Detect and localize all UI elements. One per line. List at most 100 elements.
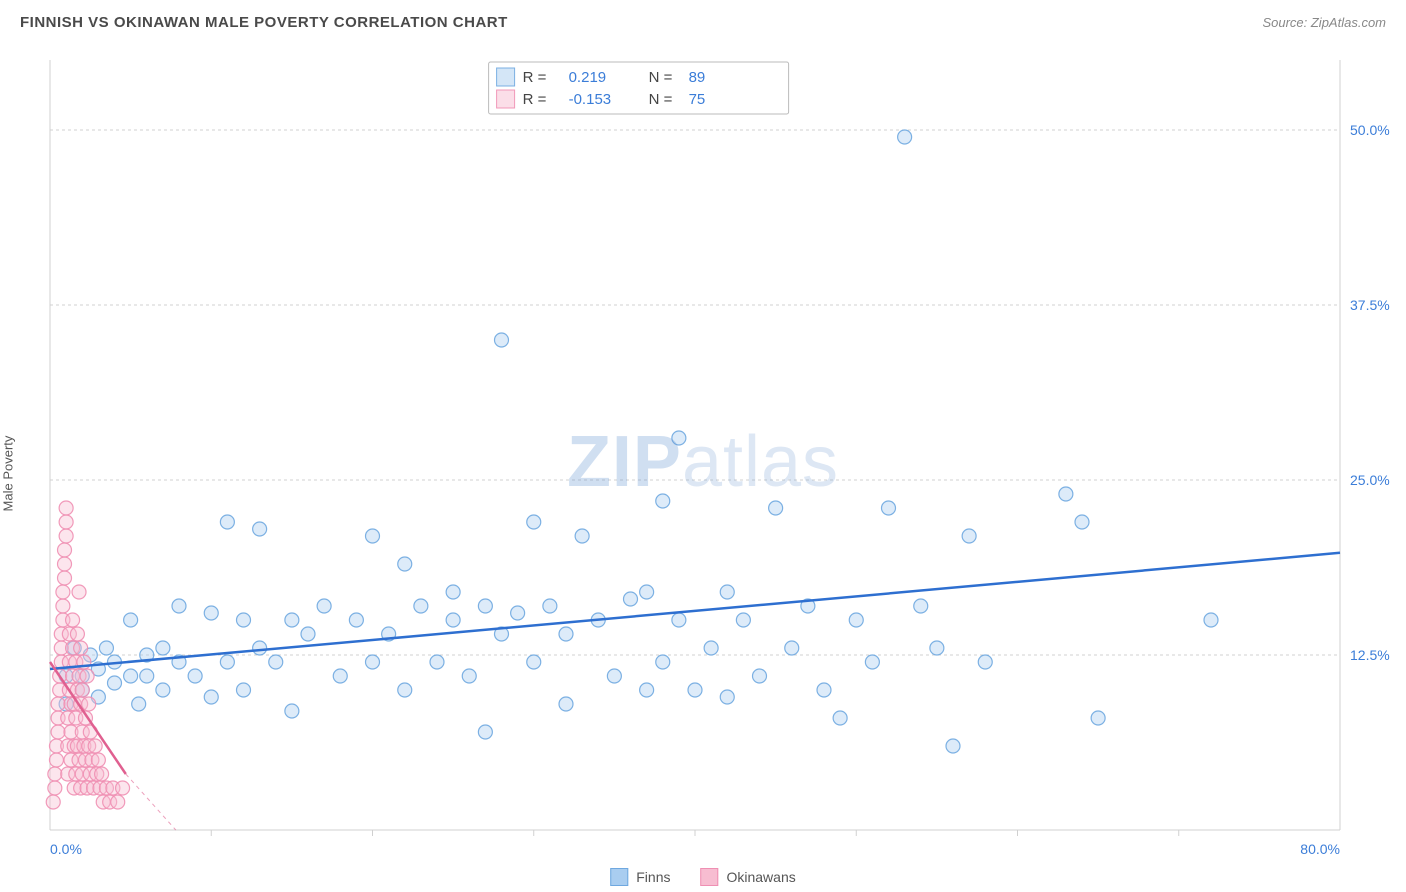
data-point [51,697,65,711]
data-point [430,655,444,669]
y-tick-label: 12.5% [1350,647,1390,663]
data-point [333,669,347,683]
data-point [56,585,70,599]
chart-title: FINNISH VS OKINAWAN MALE POVERTY CORRELA… [20,14,508,31]
data-point [269,655,283,669]
data-point [704,641,718,655]
data-point [495,333,509,347]
data-point [172,599,186,613]
legend-label: Okinawans [726,869,795,885]
data-point [511,606,525,620]
data-point [51,725,65,739]
data-point [82,697,96,711]
data-point [59,529,73,543]
y-tick-label: 37.5% [1350,297,1390,313]
data-point [95,767,109,781]
data-point [1091,711,1105,725]
data-point [720,690,734,704]
data-point [865,655,879,669]
data-point [366,529,380,543]
data-point [575,529,589,543]
y-tick-label: 50.0% [1350,122,1390,138]
data-point [124,613,138,627]
data-point [111,795,125,809]
data-point [59,515,73,529]
data-point [140,669,154,683]
data-point [398,683,412,697]
data-point [1059,487,1073,501]
data-point [817,683,831,697]
data-point [108,676,122,690]
data-point [543,599,557,613]
data-point [640,585,654,599]
legend-swatch [610,868,628,886]
bottom-legend: Finns Okinawans [610,868,796,886]
data-point [640,683,654,697]
r-value: -0.153 [569,91,612,108]
data-point [559,697,573,711]
trend-line-extended [126,774,176,830]
data-point [672,431,686,445]
data-point [446,613,460,627]
data-point [220,515,234,529]
data-point [49,753,63,767]
data-point [930,641,944,655]
data-point [736,613,750,627]
data-point [285,704,299,718]
chart-container: Male Poverty ZIPatlas 12.5%25.0%37.5%50.… [0,40,1406,892]
data-point [349,613,363,627]
data-point [75,683,89,697]
data-point [58,571,72,585]
data-point [478,725,492,739]
data-point [88,739,102,753]
y-tick-label: 25.0% [1350,472,1390,488]
data-point [220,655,234,669]
data-point [882,501,896,515]
data-point [607,669,621,683]
data-point [204,606,218,620]
data-point [1204,613,1218,627]
data-point [237,613,251,627]
legend-swatch [497,90,515,108]
data-point [688,683,702,697]
data-point [132,697,146,711]
data-point [914,599,928,613]
data-point [74,641,88,655]
data-point [80,669,94,683]
data-point [72,585,86,599]
legend-label: Finns [636,869,670,885]
data-point [478,599,492,613]
r-value: 0.219 [569,69,607,86]
data-point [48,781,62,795]
data-point [366,655,380,669]
data-point [46,795,60,809]
r-label: R = [523,91,547,108]
n-value: 89 [689,69,706,86]
data-point [59,501,73,515]
data-point [559,627,573,641]
data-point [301,627,315,641]
data-point [785,641,799,655]
data-point [753,669,767,683]
data-point [70,627,84,641]
data-point [124,669,138,683]
data-point [156,641,170,655]
data-point [656,655,670,669]
data-point [253,522,267,536]
data-point [156,683,170,697]
data-point [58,543,72,557]
data-point [398,557,412,571]
n-label: N = [649,91,673,108]
data-point [317,599,331,613]
data-point [58,557,72,571]
data-point [849,613,863,627]
n-label: N = [649,69,673,86]
data-point [446,585,460,599]
data-point [962,529,976,543]
data-point [99,641,113,655]
data-point [1075,515,1089,529]
data-point [237,683,251,697]
data-point [720,585,734,599]
x-start-label: 0.0% [50,841,82,857]
data-point [204,690,218,704]
